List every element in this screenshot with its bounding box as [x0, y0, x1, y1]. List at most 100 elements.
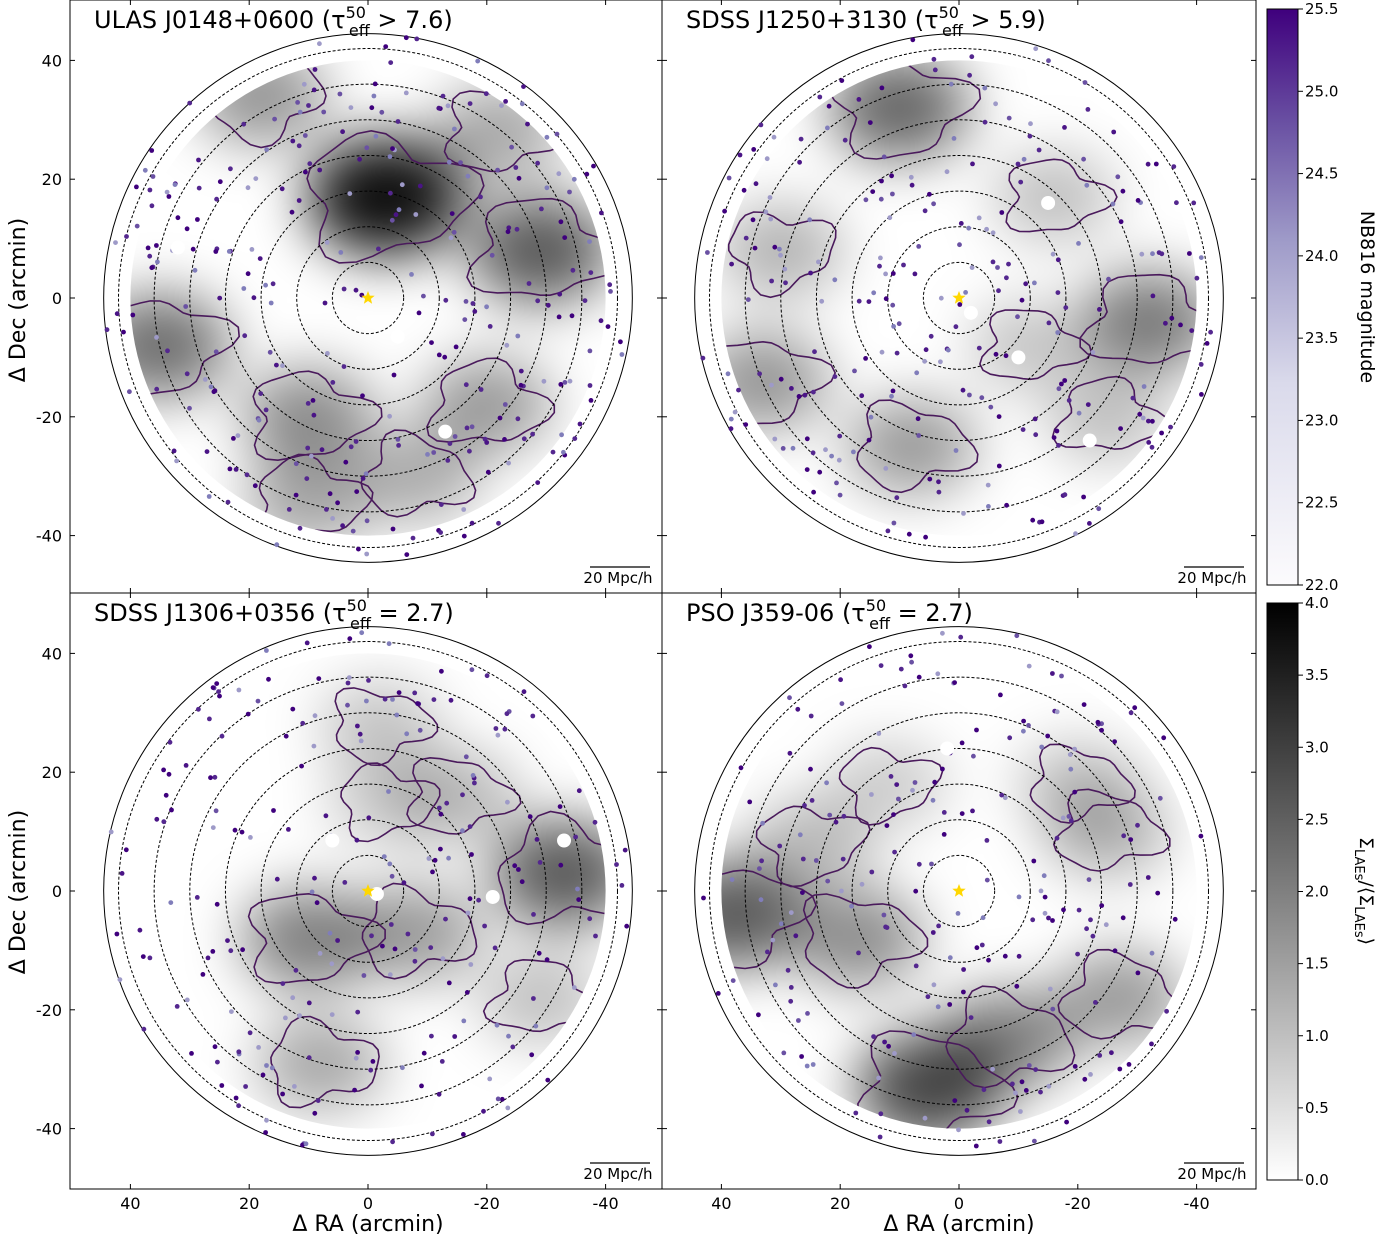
galaxy-point: [986, 504, 991, 509]
galaxy-point: [925, 994, 931, 1000]
radius-ring: [922, 261, 996, 335]
galaxy-point: [940, 630, 945, 636]
galaxy-point: [833, 819, 839, 825]
galaxy-point: [493, 726, 499, 731]
galaxy-point: [470, 301, 476, 306]
galaxy-point: [1050, 918, 1055, 923]
galaxy-point: [952, 1098, 958, 1103]
galaxy-point: [478, 194, 483, 200]
galaxy-point: [745, 297, 751, 302]
overdensity-peak: [422, 356, 552, 453]
galaxy-point: [990, 1066, 995, 1072]
galaxy-point: [726, 175, 732, 181]
galaxy-point: [1046, 915, 1051, 921]
galaxy-point: [244, 472, 250, 478]
galaxy-point: [1088, 917, 1093, 923]
galaxy-point: [894, 495, 900, 501]
galaxy-point: [1021, 728, 1026, 734]
galaxy-point: [175, 215, 181, 221]
galaxy-point: [216, 689, 222, 694]
galaxy-point: [154, 335, 159, 340]
galaxy-point: [1066, 814, 1072, 819]
galaxy-point: [982, 119, 988, 125]
galaxy-point: [1145, 161, 1151, 167]
galaxy-point: [890, 302, 896, 308]
galaxy-point: [213, 349, 219, 355]
galaxy-point: [750, 217, 756, 223]
galaxy-point: [461, 1132, 466, 1137]
galaxy-point: [514, 226, 520, 232]
radius-ring: [709, 641, 1209, 1141]
galaxy-point: [190, 246, 196, 252]
galaxy-point: [164, 189, 170, 195]
galaxy-point: [214, 196, 220, 202]
galaxy-point: [468, 962, 474, 967]
galaxy-point: [231, 436, 236, 441]
radius-ring: [224, 154, 512, 442]
galaxy-point: [521, 689, 527, 695]
galaxy-point: [1076, 241, 1081, 246]
galaxy-point: [444, 800, 450, 806]
galaxy-point: [834, 480, 839, 486]
galaxy-point: [229, 1009, 234, 1014]
galaxy-point: [968, 1015, 974, 1020]
colorbar-magnitude-label: NB816 magnitude: [1356, 211, 1378, 383]
galaxy-point: [346, 675, 352, 680]
galaxy-point: [982, 85, 988, 91]
galaxy-point: [876, 1075, 881, 1081]
galaxy-point: [804, 1063, 810, 1069]
galaxy-point: [389, 217, 395, 223]
galaxy-point: [255, 698, 261, 704]
galaxy-point: [705, 250, 710, 255]
galaxy-point: [599, 210, 604, 216]
galaxy-point: [363, 471, 369, 477]
x-tick-label: 40: [120, 1194, 140, 1213]
galaxy-point: [976, 215, 982, 221]
density-contour: [1079, 273, 1197, 364]
galaxy-point: [736, 387, 741, 393]
galaxy-point: [452, 434, 458, 439]
overdensity-peak: [242, 367, 375, 466]
outer-field-circle: [694, 626, 1224, 1156]
galaxy-point: [171, 448, 177, 454]
galaxy-point: [214, 681, 220, 686]
galaxy-point: [912, 271, 918, 277]
galaxy-point: [1117, 1066, 1123, 1072]
quasar-marker: [361, 291, 375, 304]
scale-bar-label: 20 Mpc/h: [1177, 1165, 1246, 1183]
panel-title: ULAS J0148+0600 (τ50 eff > 7.6): [94, 3, 453, 40]
galaxy-point: [348, 444, 354, 450]
galaxy-point: [1149, 950, 1155, 956]
galaxy-point: [391, 372, 397, 378]
galaxy-point: [340, 129, 345, 135]
galaxy-point: [910, 37, 916, 43]
galaxy-point: [541, 378, 547, 384]
galaxy-point: [387, 861, 393, 867]
galaxy-point: [312, 713, 318, 719]
galaxy-point: [274, 362, 279, 368]
galaxy-point: [1103, 922, 1109, 928]
galaxy-point: [810, 450, 816, 456]
galaxy-point: [1054, 835, 1060, 841]
galaxy-point: [1068, 818, 1074, 824]
galaxy-point: [1150, 293, 1156, 299]
galaxy-point: [360, 393, 365, 399]
galaxy-point: [169, 807, 174, 813]
galaxy-point: [743, 422, 749, 427]
galaxy-point: [619, 352, 625, 357]
galaxy-point: [777, 843, 783, 849]
galaxy-point: [475, 58, 481, 64]
colorbar-magnitude-bar: [1266, 8, 1299, 586]
galaxy-point: [802, 803, 807, 808]
galaxy-point: [366, 815, 372, 821]
galaxy-point: [183, 304, 189, 309]
galaxy-point: [448, 235, 454, 241]
galaxy-point: [535, 480, 541, 485]
galaxy-point: [149, 265, 155, 271]
galaxy-point: [381, 854, 387, 859]
galaxy-point: [558, 219, 564, 225]
galaxy-point: [984, 838, 990, 843]
galaxy-point: [464, 425, 470, 431]
galaxy-point: [1019, 1079, 1025, 1085]
panel-4: 20 Mpc/h PSO J359-06 (τ50 eff = 2.7) 40 20 0 -…: [661, 592, 1257, 1213]
